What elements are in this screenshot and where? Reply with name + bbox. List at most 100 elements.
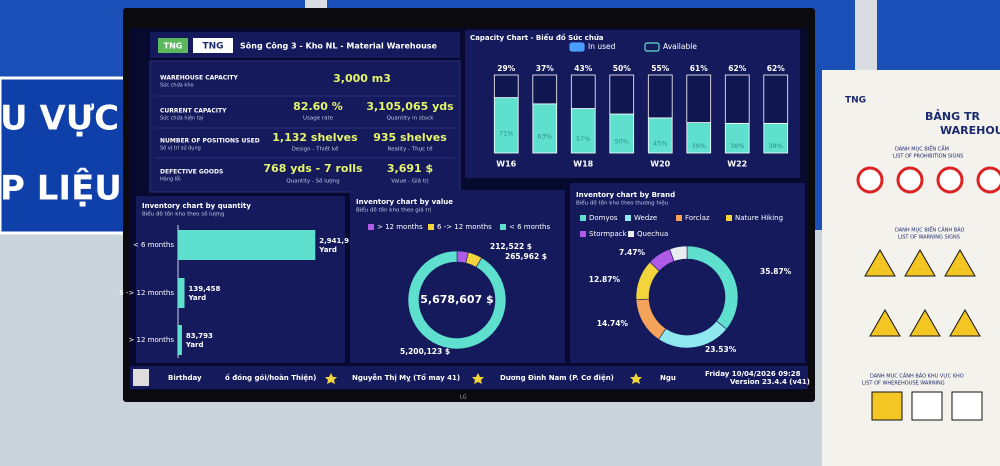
bar-unit: Yard — [185, 341, 204, 349]
bar-segment — [609, 113, 635, 154]
pillar — [855, 0, 877, 80]
bar-label: 2,941,9 — [319, 237, 349, 245]
bar-label: 63% — [538, 132, 552, 140]
tv-brand: LG — [460, 395, 467, 401]
kpi-caption: Design - Thiết kế — [292, 146, 339, 153]
x-tick-label: W22 — [727, 160, 747, 169]
board-section: DANH MỤC BIỂN CẤM — [895, 145, 949, 153]
legend-label: > 12 months — [377, 223, 423, 231]
bar — [178, 230, 316, 260]
logo: TNG — [164, 42, 183, 51]
ticker-version: Version 23.4.4 (v41) — [730, 378, 810, 386]
chart-title: Inventory chart by Brand — [576, 191, 675, 199]
header-title: Sông Công 3 - Kho NL - Material Warehous… — [240, 41, 438, 51]
bar-label: 62% — [728, 64, 746, 73]
board-title: WAREHOUS — [940, 124, 1000, 137]
bar-label: 57% — [576, 135, 590, 143]
x-tick-label: W16 — [496, 160, 516, 169]
donut-center: 5,678,607 $ — [420, 293, 493, 306]
legend-label: Stormpack — [589, 230, 628, 238]
bar-label: 83,793 — [186, 332, 213, 340]
star — [472, 373, 484, 384]
legend-label: Quechua — [637, 230, 668, 238]
legend-swatch — [368, 224, 374, 230]
quantity-panel — [136, 196, 345, 363]
legend-label: Domyos — [589, 214, 618, 222]
board-section: LIST OF WARNING SIGNS — [898, 235, 960, 241]
legend-swatch — [676, 215, 682, 221]
kpi-caption: Reality - Thực tế — [388, 146, 434, 153]
bar-label: 62% — [767, 64, 785, 73]
kpi-panel — [149, 60, 461, 193]
slice-label: 7.47% — [619, 248, 646, 257]
bar-label: 43% — [574, 64, 592, 73]
kpi-label: WAREHOUSE CAPACITY — [160, 75, 238, 82]
donut-slice — [669, 245, 688, 262]
bar-label: 38% — [730, 142, 744, 150]
kpi-label: NUMBER OF POSITIONS USED — [160, 138, 260, 145]
board-section: DANH MỤC CẢNH BÁO KHU VỰC KHO — [870, 372, 964, 380]
bar-label: 29% — [497, 64, 515, 73]
slice-label: 14.74% — [597, 319, 629, 328]
bar-segment — [570, 108, 596, 154]
value-panel — [350, 190, 565, 363]
x-tick-label: W18 — [573, 160, 593, 169]
legend-swatch — [580, 215, 586, 221]
slice-label: 23.53% — [705, 345, 737, 354]
kpi-caption: Quantity in stock — [387, 116, 435, 122]
bar-segment — [686, 74, 712, 123]
kpi-label: DEFECTIVE GOODS — [160, 169, 223, 176]
bar-segment — [763, 74, 789, 124]
kpi-value: 935 shelves — [373, 131, 447, 144]
ticker-item: Nguyễn Thị Mỵ (Tổ may 41) — [352, 373, 460, 382]
x-tick-label: W20 — [650, 160, 670, 169]
ticker-item: Ngu — [660, 374, 676, 382]
bar-segment — [493, 74, 519, 99]
kpi-caption: Usage rate — [303, 116, 334, 122]
left-sign — [0, 76, 142, 235]
brand: TNG — [202, 42, 223, 52]
chart-subtitle: Biểu đồ tồn kho theo giá trị — [356, 206, 432, 214]
legend-swatch — [644, 42, 660, 52]
ticker-item: Birthday — [168, 374, 202, 382]
kpi-value: 3,000 m3 — [333, 72, 391, 85]
bar-label: 45% — [653, 139, 667, 147]
board-section: DANH MỤC BIỂN CẢNH BÁO — [895, 226, 964, 234]
bar — [178, 325, 182, 355]
bar-segment — [724, 74, 750, 124]
chart-title: Inventory chart by quantity — [142, 202, 251, 210]
sign-text: P LIỆU — [0, 168, 122, 209]
legend-label: Forclaz — [685, 214, 710, 222]
qr-code — [133, 369, 149, 386]
bar-label: 39% — [692, 142, 706, 150]
bar-label: 139,458 — [189, 285, 221, 293]
kpi-value: 82.60 % — [293, 100, 343, 113]
y-tick-label: 6 -> 12 months — [119, 289, 174, 297]
legend-label: < 6 months — [509, 223, 550, 231]
slice-label: 212,522 $ — [490, 242, 532, 251]
y-tick-label: > 12 months — [128, 336, 174, 344]
kpi-label: CURRENT CAPACITY — [160, 108, 227, 115]
kpi-value: 1,132 shelves — [272, 131, 358, 144]
bar-segment — [647, 74, 673, 119]
ticker-item: ố đóng gói/hoàn Thiện) — [225, 373, 316, 382]
chart-title: Inventory chart by value — [356, 198, 453, 206]
bar-label: 55% — [651, 64, 669, 73]
bar-segment — [493, 97, 519, 154]
star — [630, 373, 642, 384]
legend-swatch — [726, 215, 732, 221]
kpi-value: 768 yds - 7 rolls — [263, 162, 363, 175]
legend-swatch — [428, 224, 434, 230]
y-tick-label: < 6 months — [133, 241, 174, 249]
bar-segment — [532, 103, 558, 154]
bar-label: 38% — [769, 142, 783, 150]
ticker-date: Friday 10/04/2026 09:28 — [705, 370, 801, 378]
board-logo: TNG — [845, 96, 866, 106]
bar-label: 37% — [536, 64, 554, 73]
brand-box — [193, 38, 233, 53]
bar — [178, 278, 185, 308]
slice-label: 5,200,123 $ — [400, 347, 450, 356]
legend-label: Wedze — [634, 214, 657, 222]
bar-label: 50% — [613, 64, 631, 73]
legend-swatch — [628, 231, 634, 237]
